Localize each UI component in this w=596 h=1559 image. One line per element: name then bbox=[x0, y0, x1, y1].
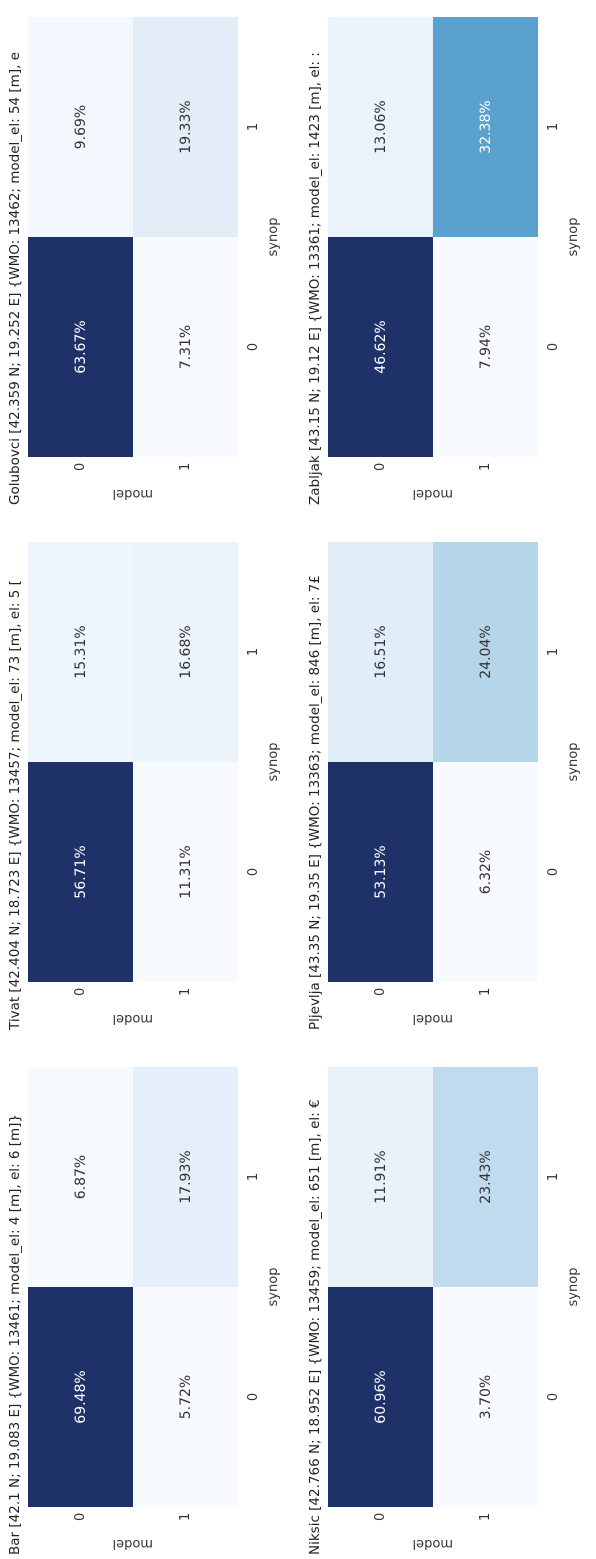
y-tick-label: 0 bbox=[372, 462, 388, 471]
heatmap-cell: 24.04% bbox=[433, 542, 538, 762]
y-tick-label: 1 bbox=[477, 462, 493, 471]
y-axis-title: model bbox=[112, 486, 154, 501]
heatmap-cell: 46.62% bbox=[328, 237, 433, 457]
heatmap-cell: 7.94% bbox=[433, 237, 538, 457]
heatmap-cell: 60.96% bbox=[328, 1287, 433, 1507]
heatmap-panel: Zabljak [43.15 N; 19.12 E] {WMO: 13361; … bbox=[300, 0, 596, 509]
x-tick-label: 0 bbox=[246, 1392, 261, 1402]
panel-title: Niksic [42.766 N; 18.952 E] {WMO: 13459;… bbox=[307, 1099, 323, 1555]
y-axis-title: model bbox=[412, 486, 454, 501]
heatmap-cell: 5.72% bbox=[133, 1287, 238, 1507]
y-tick-label: 1 bbox=[177, 987, 193, 996]
heatmap-cell: 32.38% bbox=[433, 17, 538, 237]
heatmap-cell: 53.13% bbox=[328, 762, 433, 982]
y-tick-label: 1 bbox=[477, 987, 493, 996]
heatmap-grid: 46.62% 13.06% 7.94% 32.38% bbox=[328, 17, 538, 457]
heatmap-cell: 6.32% bbox=[433, 762, 538, 982]
heatmap-cell: 7.31% bbox=[133, 237, 238, 457]
heatmap-cell: 69.48% bbox=[28, 1287, 133, 1507]
heatmap-cell: 17.93% bbox=[133, 1067, 238, 1287]
panel-title: Tivat [42.404 N; 18.723 E] {WMO: 13457; … bbox=[7, 580, 23, 1030]
x-axis-title: synop bbox=[566, 742, 581, 782]
x-tick-label: 0 bbox=[546, 342, 561, 352]
y-tick-label: 0 bbox=[372, 987, 388, 996]
panel-title: Bar [42.1 N; 19.083 E] {WMO: 13461; mode… bbox=[7, 1113, 23, 1555]
heatmap-cell: 16.68% bbox=[133, 542, 238, 762]
y-tick-label: 0 bbox=[72, 987, 88, 996]
heatmap-cell: 6.87% bbox=[28, 1067, 133, 1287]
x-tick-label: 0 bbox=[246, 342, 261, 352]
x-axis-title: synop bbox=[266, 217, 281, 257]
heatmap-cell: 19.33% bbox=[133, 17, 238, 237]
heatmap-cell: 15.31% bbox=[28, 542, 133, 762]
x-axis-title: synop bbox=[566, 1267, 581, 1307]
heatmap-cell: 56.71% bbox=[28, 762, 133, 982]
y-tick-label: 0 bbox=[372, 1512, 388, 1521]
y-axis-title: model bbox=[412, 1536, 454, 1551]
y-tick-label: 0 bbox=[72, 1512, 88, 1521]
heatmap-cell: 3.70% bbox=[433, 1287, 538, 1507]
heatmap-grid: 53.13% 16.51% 6.32% 24.04% bbox=[328, 542, 538, 982]
x-tick-label: 1 bbox=[246, 122, 261, 132]
x-tick-label: 0 bbox=[546, 1392, 561, 1402]
x-tick-label: 1 bbox=[246, 647, 261, 657]
heatmap-panel: Pljevlja [43.35 N; 19.35 E] {WMO: 13363;… bbox=[300, 514, 596, 1034]
panel-title: Pljevlja [43.35 N; 19.35 E] {WMO: 13363;… bbox=[307, 575, 323, 1030]
panel-title: Golubovci [42.359 N; 19.252 E] {WMO: 134… bbox=[7, 52, 23, 505]
heatmap-panel: Tivat [42.404 N; 18.723 E] {WMO: 13457; … bbox=[0, 514, 296, 1034]
heatmap-cell: 16.51% bbox=[328, 542, 433, 762]
x-tick-label: 1 bbox=[546, 647, 561, 657]
y-tick-label: 1 bbox=[177, 1512, 193, 1521]
x-axis-title: synop bbox=[266, 1267, 281, 1307]
x-tick-label: 0 bbox=[546, 867, 561, 877]
heatmap-cell: 13.06% bbox=[328, 17, 433, 237]
x-tick-label: 1 bbox=[246, 1172, 261, 1182]
x-tick-label: 1 bbox=[546, 1172, 561, 1182]
y-axis-title: model bbox=[112, 1536, 154, 1551]
y-tick-label: 1 bbox=[477, 1512, 493, 1521]
heatmap-cell: 9.69% bbox=[28, 17, 133, 237]
heatmap-grid: 69.48% 6.87% 5.72% 17.93% bbox=[28, 1067, 238, 1507]
heatmap-panel: Bar [42.1 N; 19.083 E] {WMO: 13461; mode… bbox=[0, 1039, 296, 1559]
y-tick-label: 1 bbox=[177, 462, 193, 471]
y-tick-label: 0 bbox=[72, 462, 88, 471]
heatmap-cell: 11.91% bbox=[328, 1067, 433, 1287]
x-axis-title: synop bbox=[566, 217, 581, 257]
heatmap-grid: 60.96% 11.91% 3.70% 23.43% bbox=[328, 1067, 538, 1507]
heatmap-panel: Golubovci [42.359 N; 19.252 E] {WMO: 134… bbox=[0, 0, 296, 509]
x-tick-label: 0 bbox=[246, 867, 261, 877]
heatmap-cell: 63.67% bbox=[28, 237, 133, 457]
x-axis-title: synop bbox=[266, 742, 281, 782]
x-tick-label: 1 bbox=[546, 122, 561, 132]
heatmap-cell: 11.31% bbox=[133, 762, 238, 982]
panel-title: Zabljak [43.15 N; 19.12 E] {WMO: 13361; … bbox=[307, 52, 323, 505]
heatmap-cell: 23.43% bbox=[433, 1067, 538, 1287]
heatmap-grid: 56.71% 15.31% 11.31% 16.68% bbox=[28, 542, 238, 982]
y-axis-title: model bbox=[412, 1011, 454, 1026]
y-axis-title: model bbox=[112, 1011, 154, 1026]
heatmap-panel: Niksic [42.766 N; 18.952 E] {WMO: 13459;… bbox=[300, 1039, 596, 1559]
heatmap-grid: 63.67% 9.69% 7.31% 19.33% bbox=[28, 17, 238, 457]
